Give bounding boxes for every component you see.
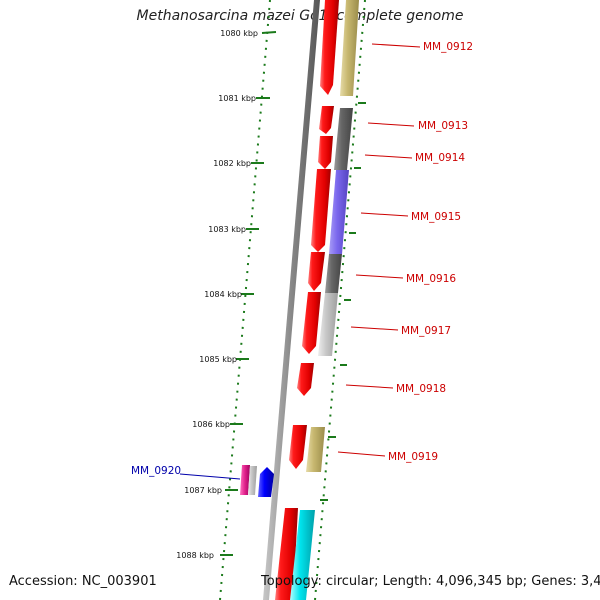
gene-label-mm0915[interactable]: MM_0915 xyxy=(411,211,461,223)
ruler-label: 1082 kbp xyxy=(213,159,251,168)
feature-block-dark-gray xyxy=(325,254,342,293)
ruler-label: 1086 kbp xyxy=(192,420,230,429)
ruler-label: 1081 kbp xyxy=(218,94,256,103)
ruler-label: 1080 kbp xyxy=(220,29,258,38)
gene-label-mm0918[interactable]: MM_0918 xyxy=(396,383,446,395)
cds-features xyxy=(275,0,339,600)
gene-arrow-mm0917 xyxy=(302,292,321,354)
feature-blocks xyxy=(290,0,359,600)
ruler-dotted-line-left xyxy=(219,0,271,600)
feature-block-light-gray xyxy=(248,466,257,495)
callout-line xyxy=(371,43,421,48)
gene-arrow-mm0912 xyxy=(320,0,339,95)
ruler-dotted-line-right xyxy=(314,0,366,600)
ruler-label: 1083 kbp xyxy=(208,225,246,234)
mm0920-features xyxy=(240,465,274,497)
gene-label-mm0916[interactable]: MM_0916 xyxy=(406,273,456,285)
feature-block-dark-gray xyxy=(334,108,353,170)
ruler-label: 1085 kbp xyxy=(199,355,237,364)
feature-block-khaki xyxy=(340,0,359,96)
topology-text: Topology: circular; Length: 4,096,345 bp… xyxy=(261,574,600,589)
gene-arrow-mm0914 xyxy=(318,136,333,169)
gene-arrow-mm0919 xyxy=(289,425,307,469)
ruler-label: 1088 kbp xyxy=(176,551,214,560)
feature-block-khaki xyxy=(306,427,325,472)
ruler-label: 1087 kbp xyxy=(184,486,222,495)
callout-line xyxy=(360,212,409,217)
callout-line xyxy=(350,326,399,331)
callout-line xyxy=(364,154,413,159)
gene-arrow-mm0921 xyxy=(275,508,298,600)
gene-label-mm0914[interactable]: MM_0914 xyxy=(415,152,465,164)
callout-line xyxy=(367,122,415,127)
gene-label-mm0913[interactable]: MM_0913 xyxy=(418,120,468,132)
ruler-ticks xyxy=(220,31,366,556)
gene-arrow-mm0913 xyxy=(319,106,334,134)
accession-text: Accession: NC_003901 xyxy=(9,574,157,589)
gene-label-mm0919[interactable]: MM_0919 xyxy=(388,451,438,463)
feature-block-light-gray xyxy=(318,293,338,356)
gene-label-mm0912[interactable]: MM_0912 xyxy=(423,41,473,53)
gene-arrow-mm0915 xyxy=(311,169,331,252)
gene-arrow-mm0920 xyxy=(258,467,274,497)
feature-block-magenta xyxy=(240,465,250,495)
genome-backbone xyxy=(263,0,320,600)
gene-label-mm0920[interactable]: MM_0920 xyxy=(131,465,181,477)
callout-line xyxy=(345,384,394,389)
callout-line xyxy=(337,451,386,457)
feature-block-cyan xyxy=(290,510,315,600)
gene-label-mm0917[interactable]: MM_0917 xyxy=(401,325,451,337)
feature-block-violet xyxy=(329,170,349,254)
callout-line xyxy=(355,274,404,279)
gene-arrow-mm0918 xyxy=(297,363,314,396)
genome-title: Methanosarcina mazei Go1, complete genom… xyxy=(136,8,464,24)
gene-arrow-mm0916 xyxy=(308,252,325,291)
ruler-tick xyxy=(261,31,277,34)
ruler-label: 1084 kbp xyxy=(204,290,242,299)
callout-line xyxy=(179,473,241,480)
